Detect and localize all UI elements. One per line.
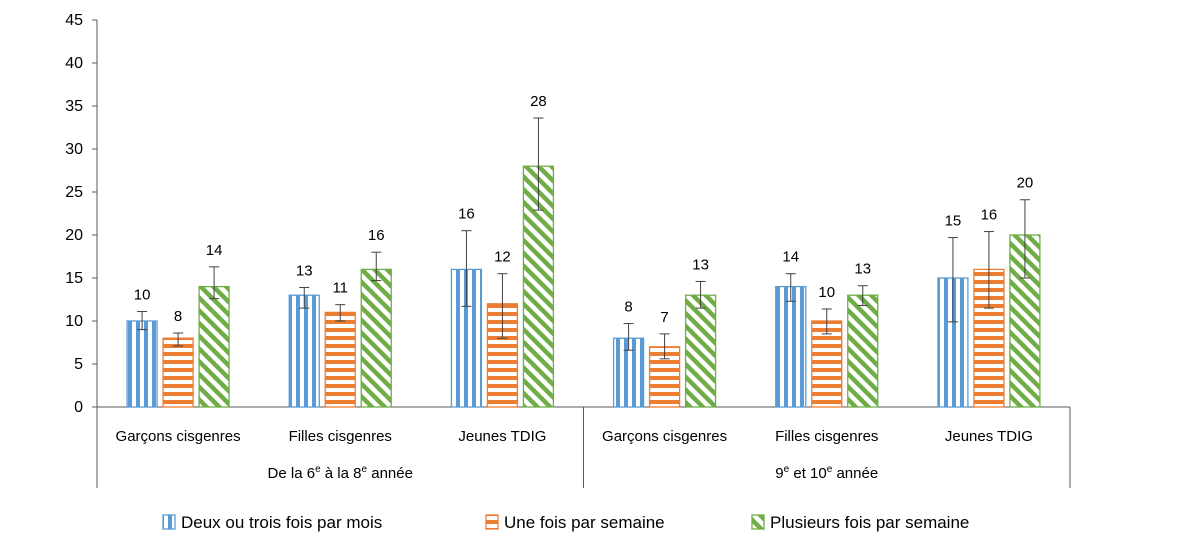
bar xyxy=(126,320,158,408)
bar xyxy=(360,268,392,408)
data-label: 14 xyxy=(782,249,799,266)
bar xyxy=(684,294,717,408)
data-label: 12 xyxy=(494,249,511,266)
legend-swatch xyxy=(162,514,176,530)
y-tick-label: 30 xyxy=(65,141,83,158)
legend-swatch xyxy=(751,514,765,530)
y-tick-label: 5 xyxy=(74,356,83,373)
legend-label: Plusieurs fois par semaine xyxy=(770,513,969,532)
bars: 10 8 14 13 11 16 16 12 28 8 7 13 14 10 13 15 16 20 xyxy=(126,93,1041,408)
data-label: 16 xyxy=(981,207,998,224)
data-label: 14 xyxy=(206,242,223,259)
group-label-part: année xyxy=(367,465,413,482)
group-label-part: et 10 xyxy=(789,465,827,482)
legend: Deux ou trois fois par mois Une fois par … xyxy=(162,513,969,532)
y-tick-label: 25 xyxy=(65,184,83,201)
data-label: 28 xyxy=(530,93,547,110)
group-label-part: à la 8 xyxy=(321,465,362,482)
category-labels: Garçons cisgenres Filles cisgenres Jeunes … xyxy=(116,428,1033,482)
data-label: 10 xyxy=(134,287,151,304)
data-label: 11 xyxy=(332,280,348,297)
data-label: 8 xyxy=(624,299,632,316)
bar xyxy=(288,294,320,408)
y-tick-label: 0 xyxy=(74,399,83,416)
legend-swatch xyxy=(485,514,499,530)
y-tick-label: 45 xyxy=(65,12,83,29)
category-label: Filles cisgenres xyxy=(289,428,392,445)
legend-label: Une fois par semaine xyxy=(504,513,665,532)
data-label: 13 xyxy=(692,256,709,273)
data-label: 16 xyxy=(458,206,475,223)
data-label: 13 xyxy=(854,261,871,278)
group-label-part: 9 xyxy=(775,465,783,482)
group-label-superscript: e xyxy=(784,464,790,475)
bar xyxy=(775,285,807,408)
bar xyxy=(198,285,230,408)
category-label: Jeunes TDIG xyxy=(945,428,1033,445)
axes: 0 5 10 15 20 25 30 35 40 45 xyxy=(65,12,1071,488)
category-label: Filles cisgenres xyxy=(775,428,878,445)
group-label: 9e et 10e année xyxy=(775,464,878,482)
data-label: 10 xyxy=(818,284,835,301)
y-tick-label: 35 xyxy=(65,98,83,115)
bar xyxy=(162,337,194,408)
legend-label: Deux ou trois fois par mois xyxy=(181,513,382,532)
bar xyxy=(324,311,356,408)
y-tick-label: 15 xyxy=(65,270,83,287)
category-label: Jeunes TDIG xyxy=(458,428,546,445)
group-label: De la 6e à la 8e année xyxy=(268,464,413,482)
group-label-superscript: e xyxy=(827,464,833,475)
data-label: 8 xyxy=(174,308,182,325)
y-tick-label: 10 xyxy=(65,313,83,330)
group-label-superscript: e xyxy=(315,464,321,475)
group-label-part: année xyxy=(832,465,878,482)
category-label: Garçons cisgenres xyxy=(602,428,727,445)
data-label: 16 xyxy=(368,227,385,244)
group-label-superscript: e xyxy=(362,464,368,475)
category-label: Garçons cisgenres xyxy=(116,428,241,445)
data-label: 15 xyxy=(945,213,962,230)
data-label: 7 xyxy=(660,309,668,326)
bar xyxy=(811,320,843,408)
y-tick-label: 40 xyxy=(65,55,83,72)
group-label-part: De la 6 xyxy=(268,465,316,482)
data-label: 20 xyxy=(1017,175,1034,192)
y-tick-label: 20 xyxy=(65,227,83,244)
bar xyxy=(847,294,879,408)
data-label: 13 xyxy=(296,262,313,279)
